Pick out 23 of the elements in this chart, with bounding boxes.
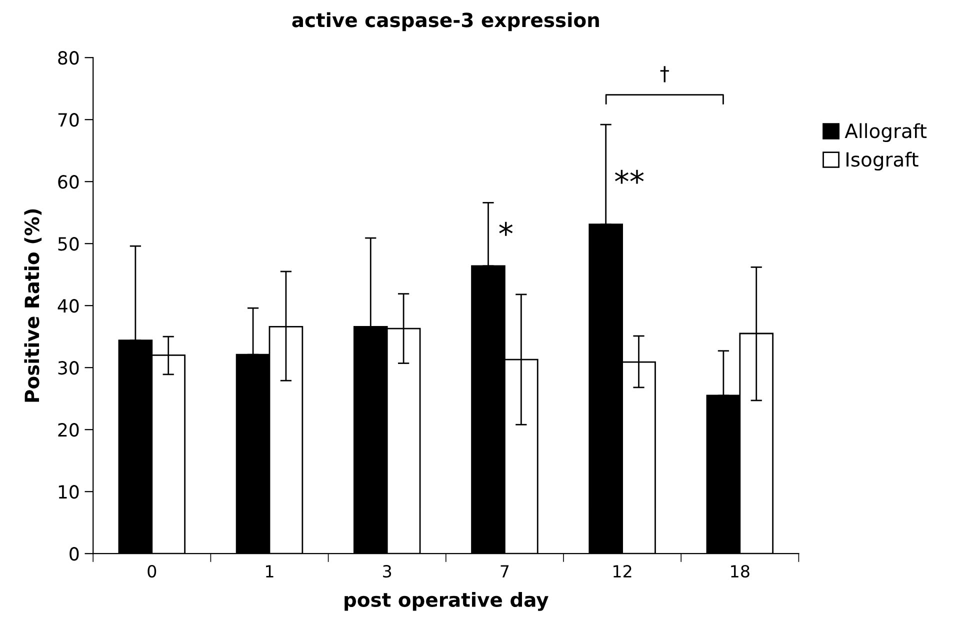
y-tick-label: 30 — [58, 361, 79, 375]
x-tick-label: 18 — [731, 565, 750, 578]
chart-title: active caspase-3 expression — [292, 12, 599, 32]
x-tick-label: 12 — [614, 565, 632, 578]
y-tick-label: 0 — [70, 547, 79, 561]
x-tick-label: 1 — [266, 565, 274, 578]
y-tick-label: 80 — [58, 51, 79, 65]
x-tick-label: 7 — [500, 565, 509, 578]
y-tick-label: 20 — [58, 423, 79, 437]
y-tick-label: 70 — [58, 113, 79, 127]
annotation: † — [660, 66, 669, 82]
y-tick-label: 40 — [58, 299, 79, 313]
y-tick-label: 60 — [58, 175, 79, 189]
legend-label: Allograft — [844, 123, 927, 142]
annotation: * — [499, 222, 513, 236]
legend-label: Isograft — [846, 152, 918, 171]
y-tick-label: 50 — [58, 237, 79, 251]
annotation: ** — [614, 170, 644, 184]
x-tick-label: 0 — [148, 565, 156, 578]
y-axis-title: Positive Ratio (%) — [24, 209, 42, 402]
y-tick-label: 10 — [58, 485, 79, 499]
x-tick-label: 3 — [383, 565, 392, 578]
x-axis-title: post operative day — [344, 592, 548, 611]
